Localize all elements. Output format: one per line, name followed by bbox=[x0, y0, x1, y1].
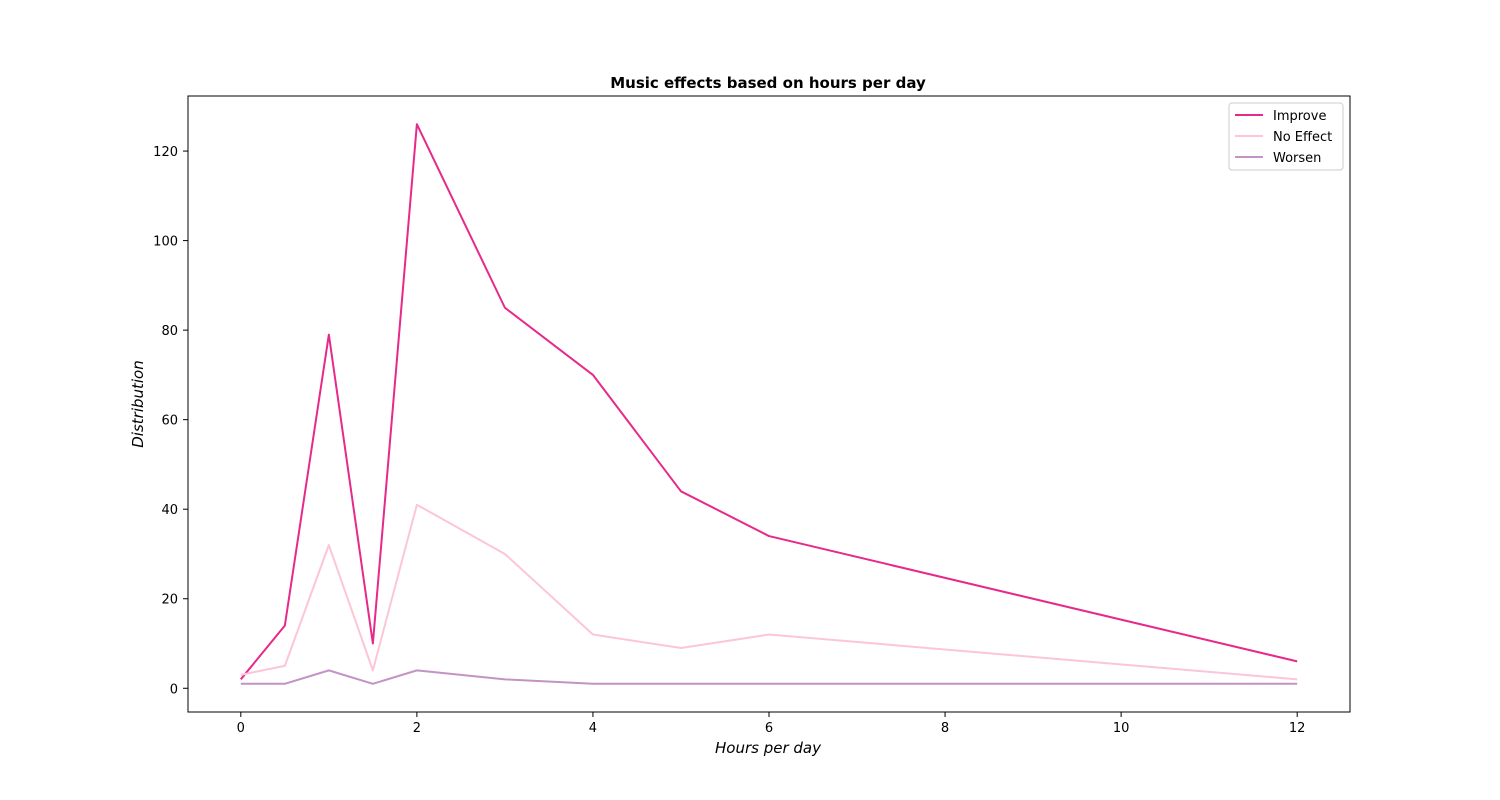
y-tick-label: 80 bbox=[161, 324, 178, 339]
series-line-1 bbox=[240, 503, 1298, 681]
x-axis-label: Hours per day bbox=[715, 739, 822, 757]
x-tick-label: 0 bbox=[237, 721, 245, 736]
y-axis: 0 20 40 60 80 100 120 bbox=[153, 145, 188, 697]
x-tick-label: 12 bbox=[1289, 721, 1306, 736]
legend-label-1: No Effect bbox=[1273, 130, 1332, 145]
x-tick-label: 6 bbox=[765, 721, 773, 736]
series-line-2 bbox=[240, 669, 1298, 685]
plot-series bbox=[240, 123, 1298, 685]
y-tick-label: 20 bbox=[161, 593, 178, 608]
chart-title: Music effects based on hours per day bbox=[610, 74, 926, 92]
legend-box bbox=[1228, 102, 1344, 171]
series-line-0 bbox=[240, 123, 1298, 680]
y-tick-label: 100 bbox=[153, 235, 178, 250]
x-tick-label: 4 bbox=[589, 721, 597, 736]
legend: Improve No Effect Worsen bbox=[1228, 102, 1344, 171]
y-axis-label: Distribution bbox=[129, 360, 147, 448]
x-tick-label: 2 bbox=[413, 721, 421, 736]
x-axis: 0 2 4 6 8 10 12 bbox=[237, 712, 1306, 736]
y-tick-label: 120 bbox=[153, 145, 178, 160]
y-tick-label: 40 bbox=[161, 503, 178, 518]
y-tick-label: 60 bbox=[161, 414, 178, 429]
legend-label-2: Worsen bbox=[1273, 151, 1321, 166]
y-tick-label: 0 bbox=[170, 682, 178, 697]
legend-label-0: Improve bbox=[1273, 109, 1326, 124]
plot-frame bbox=[187, 95, 1351, 713]
x-tick-label: 10 bbox=[1113, 721, 1130, 736]
x-tick-label: 8 bbox=[941, 721, 949, 736]
